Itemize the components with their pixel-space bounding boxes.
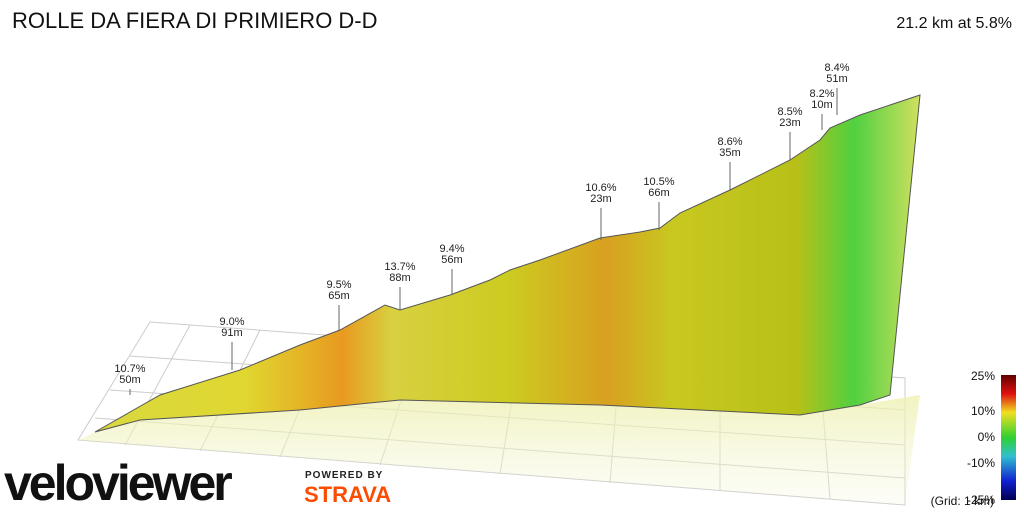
- logo: veloviewer: [4, 455, 232, 511]
- colorbar-tick-label: -10%: [967, 456, 995, 470]
- length-label: 50m: [119, 374, 140, 386]
- colorbar-tick-label: -25%: [967, 493, 995, 507]
- length-label: 91m: [221, 327, 242, 339]
- grade-label: 8.5%: [777, 106, 802, 118]
- title: ROLLE DA FIERA DI PRIMIERO D-D: [12, 8, 378, 33]
- profile-shadow: [78, 395, 920, 505]
- length-label: 66m: [648, 187, 669, 199]
- length-label: 35m: [719, 147, 740, 159]
- length-label: 23m: [590, 193, 611, 205]
- strava: STRAVA: [304, 482, 391, 507]
- colorbar-tick-label: 0%: [978, 430, 996, 444]
- grade-label: 10.7%: [114, 363, 145, 375]
- grade-label: 9.5%: [326, 279, 351, 291]
- length-label: 51m: [826, 73, 847, 85]
- grid-note: (Grid: 1 km): [931, 494, 994, 508]
- length-label: 23m: [779, 117, 800, 129]
- grade-label: 8.6%: [717, 136, 742, 148]
- grade-label: 9.4%: [439, 243, 464, 255]
- grade-label: 8.4%: [824, 62, 849, 74]
- colorbar: [1001, 375, 1016, 500]
- colorbar-tick-label: 10%: [971, 404, 995, 418]
- grade-label: 10.5%: [643, 176, 674, 188]
- colorbar-tick-label: 25%: [971, 369, 995, 383]
- grade-label: 10.6%: [585, 182, 616, 194]
- grade-label: 9.0%: [219, 316, 244, 328]
- summary: 21.2 km at 5.8%: [896, 15, 1012, 32]
- profile-ribbon: [94, 94, 921, 433]
- powered-by: POWERED BY: [305, 470, 383, 481]
- grade-label: 8.2%: [809, 88, 834, 100]
- length-label: 10m: [811, 99, 832, 111]
- length-label: 88m: [389, 272, 410, 284]
- length-label: 56m: [441, 254, 462, 266]
- length-label: 65m: [328, 290, 349, 302]
- grade-label: 13.7%: [384, 261, 415, 273]
